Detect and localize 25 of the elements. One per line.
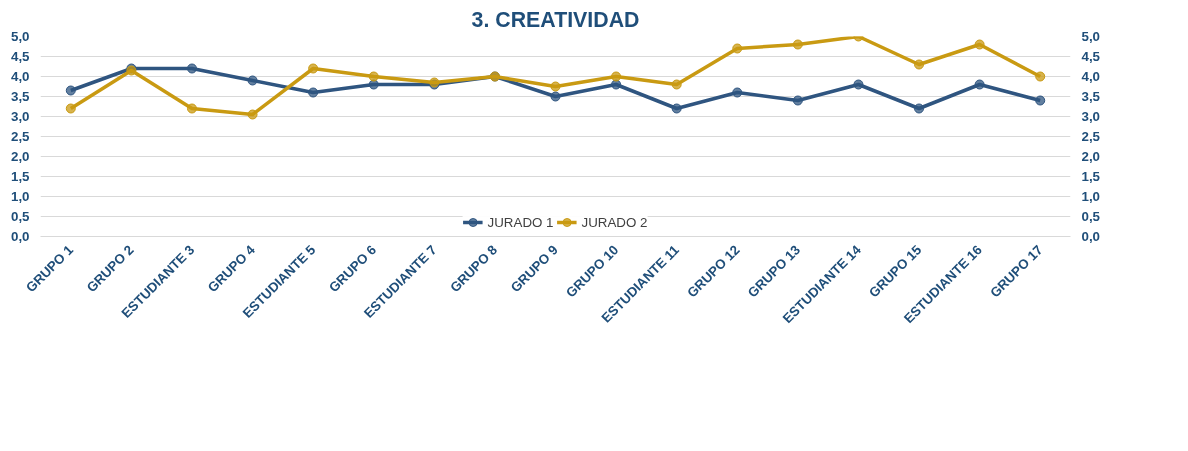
y2-tick-label: 2,5 — [1081, 129, 1101, 144]
y2-tick-label: 3,0 — [1081, 109, 1101, 124]
y2-tick-label: 4,0 — [1081, 69, 1101, 84]
y-tick-label: 1,0 — [10, 189, 30, 204]
y2-tick-label: 3,5 — [1081, 89, 1101, 104]
y2-tick-label: 1,5 — [1081, 169, 1101, 184]
y-tick-label: 4,5 — [10, 49, 31, 64]
y-tick-label: 5,0 — [10, 29, 30, 44]
y-tick-label: 1,5 — [10, 169, 31, 184]
y2-tick-label: 2,0 — [1081, 149, 1101, 164]
legend-label: JURADO 2 — [581, 214, 648, 230]
y2-tick-label: 4,5 — [1081, 49, 1101, 64]
legend-label: JURADO 1 — [487, 214, 554, 230]
y-tick-label: 0,0 — [10, 229, 30, 244]
y-tick-label: 3,5 — [10, 89, 31, 104]
y2-tick-label: 0,5 — [1081, 209, 1101, 224]
y-tick-label: 2,5 — [10, 129, 31, 144]
y2-tick-label: 1,0 — [1081, 189, 1101, 204]
y2-tick-label: 0,0 — [1081, 229, 1101, 244]
y-tick-label: 3,0 — [10, 109, 30, 124]
y-tick-label: 2,0 — [10, 149, 30, 164]
y-tick-label: 0,5 — [10, 209, 31, 224]
chart-title: 3. CREATIVIDAD — [471, 7, 640, 32]
y-tick-label: 4,0 — [10, 69, 30, 84]
y2-tick-label: 5,0 — [1081, 29, 1101, 44]
